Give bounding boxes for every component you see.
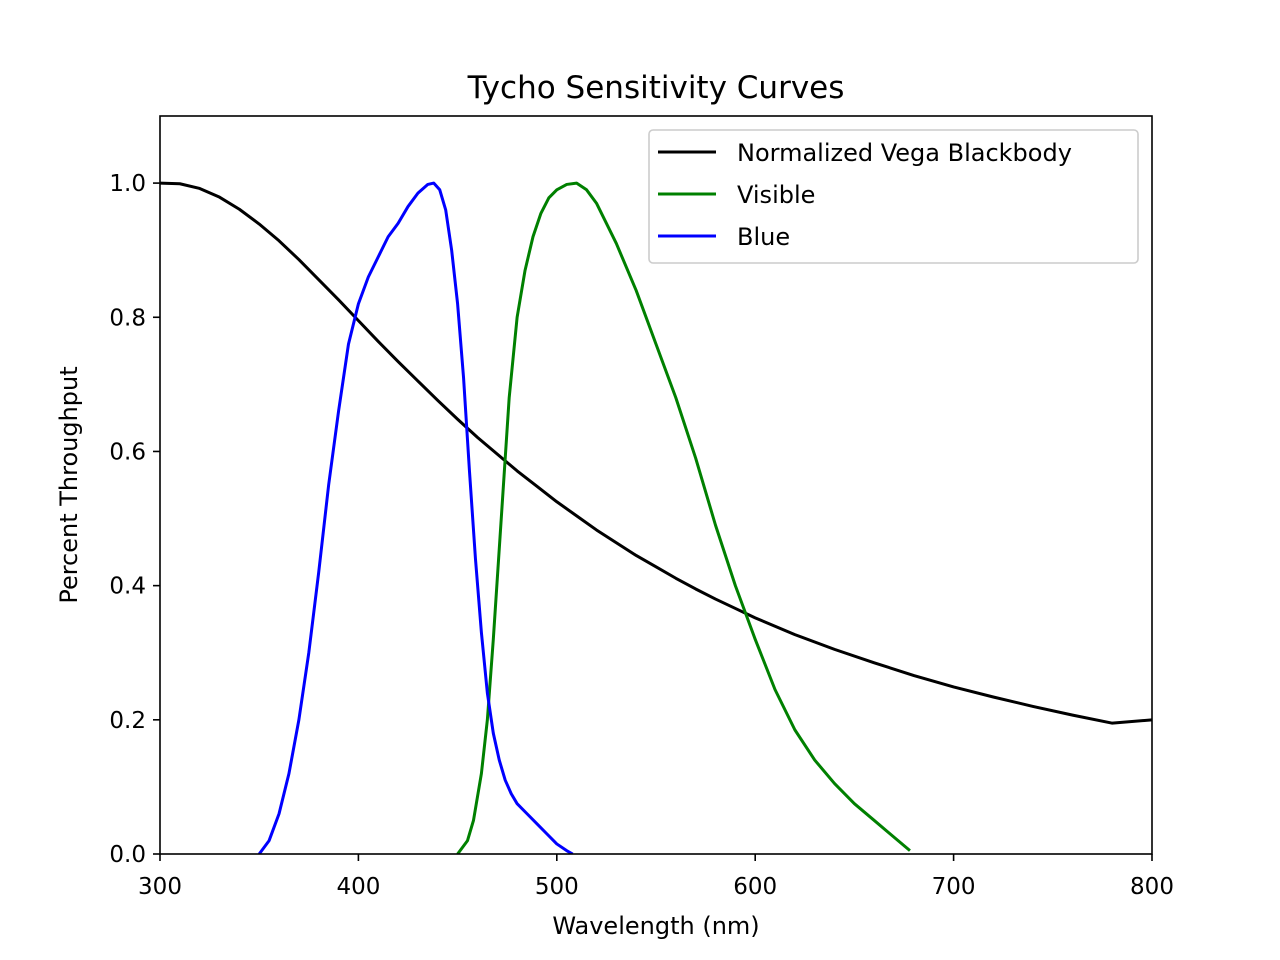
series-line-0 [160, 181, 1152, 725]
y-tick-label: 0.4 [109, 574, 146, 600]
y-tick-label: 0.8 [109, 305, 146, 331]
x-axis-label: Wavelength (nm) [552, 912, 759, 940]
legend-label-2: Blue [737, 223, 790, 251]
x-tick-label: 400 [336, 874, 380, 900]
x-tick-label: 700 [932, 874, 976, 900]
x-tick-label: 800 [1130, 874, 1174, 900]
y-axis: 0.0 0.2 0.4 0.6 0.8 1.0 [109, 171, 160, 868]
x-axis: 300 400 500 600 700 800 [138, 854, 1174, 900]
plot-area [160, 181, 1152, 854]
y-tick-label: 0.2 [109, 708, 146, 734]
x-tick-label: 600 [733, 874, 777, 900]
legend-label-0: Normalized Vega Blackbody [737, 139, 1072, 167]
series-line-2 [257, 181, 574, 854]
y-axis-label: Percent Throughput [55, 366, 83, 603]
y-tick-label: 1.0 [109, 171, 146, 197]
series-line-1 [456, 181, 911, 854]
plot-frame [159, 115, 1153, 855]
x-tick-label: 300 [138, 874, 182, 900]
legend: Normalized Vega Blackbody Visible Blue [648, 129, 1139, 264]
legend-label-1: Visible [737, 181, 815, 209]
legend-box [648, 129, 1139, 264]
x-tick-label: 500 [535, 874, 579, 900]
chart-title: Tycho Sensitivity Curves [467, 70, 845, 106]
series-layer [160, 181, 1152, 854]
y-tick-label: 0.0 [109, 842, 146, 868]
y-tick-label: 0.6 [109, 439, 146, 465]
